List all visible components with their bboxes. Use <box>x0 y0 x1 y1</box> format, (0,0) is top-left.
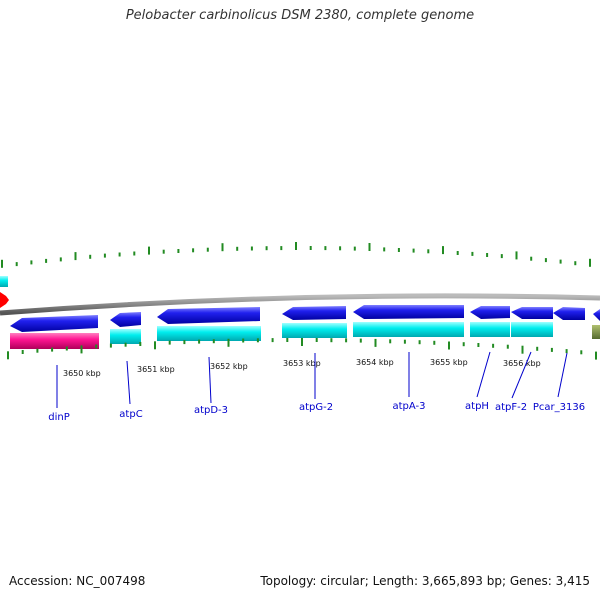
topology-value: circular <box>320 574 365 588</box>
forward-strand-genes <box>10 305 600 332</box>
gene-label-atpD-3: atpD-3 <box>194 405 228 416</box>
page-title: Pelobacter carbinolicus DSM 2380, comple… <box>125 8 475 23</box>
kbp-scale-labels: 3650 kbp 3651 kbp 3652 kbp 3653 kbp 3654… <box>63 358 541 378</box>
gene-label-leaders <box>56 351 568 408</box>
kbp-label: 3651 kbp <box>137 365 175 374</box>
gene-Pcar3136-arrow <box>553 307 585 320</box>
leader-atpC <box>126 360 131 405</box>
gene-label-atpH: atpH <box>465 401 489 412</box>
outer-tick-marks <box>1 242 591 268</box>
gene-atpG-arrow <box>282 306 346 320</box>
cds-atpH <box>470 322 510 337</box>
gene-label-Pcar_3136: Pcar_3136 <box>533 402 585 413</box>
gene-label-atpA-3: atpA-3 <box>393 401 426 412</box>
gene-atpF-arrow <box>511 307 553 319</box>
accession-value: NC_007498 <box>76 574 146 588</box>
gene-label-atpF-2: atpF-2 <box>495 402 527 413</box>
gene-label-dinP: dinP <box>48 412 70 423</box>
gene-dinP-arrow <box>10 315 98 332</box>
kbp-label: 3655 kbp <box>430 358 468 367</box>
cds-offscreen-olive <box>592 325 600 339</box>
gene-atpH-arrow <box>470 306 510 319</box>
kbp-label: 3652 kbp <box>210 362 248 371</box>
kbp-label: 3656 kbp <box>503 359 541 368</box>
genome-summary: Topology: circular; Length: 3,665,893 bp… <box>260 574 590 588</box>
genes-value: 3,415 <box>555 574 590 588</box>
gene-label-atpC: atpC <box>119 409 142 420</box>
cds-atpF <box>511 322 553 337</box>
offscreen-red-feature <box>0 292 9 308</box>
gene-atpA-arrow <box>353 305 464 319</box>
genes-label: Genes: <box>509 574 552 588</box>
leader-atpD <box>208 356 212 404</box>
cds-track <box>10 322 600 349</box>
cds-atpD <box>157 326 261 341</box>
gene-atpC-arrow <box>110 312 141 327</box>
kbp-label: 3650 kbp <box>63 369 101 378</box>
gene-labels: dinP atpC atpD-3 atpG-2 atpA-3 atpH atpF… <box>48 401 585 423</box>
gene-atpD-arrow <box>157 307 260 324</box>
kbp-label: 3654 kbp <box>356 358 394 367</box>
offscreen-cyan-feature <box>0 276 8 287</box>
cds-dinP <box>10 333 99 349</box>
inner-tick-marks <box>7 338 597 360</box>
offscreen-blue-feature <box>593 309 600 321</box>
length-label: Length: <box>372 574 419 588</box>
length-value: 3,665,893 bp <box>421 574 502 588</box>
accession-label: Accession: <box>9 574 73 588</box>
kbp-label: 3653 kbp <box>283 359 321 368</box>
cds-atpA <box>353 322 464 337</box>
accession-info: Accession: NC_007498 <box>9 574 145 588</box>
topology-label: Topology: <box>260 574 317 588</box>
genome-backbone <box>0 293 600 316</box>
gene-label-atpG-2: atpG-2 <box>299 402 333 413</box>
leader-atpF <box>511 351 532 399</box>
cds-atpG <box>282 323 347 338</box>
leader-Pcar3136 <box>557 352 568 398</box>
cds-atpC <box>110 329 141 344</box>
leader-atpH <box>476 351 491 398</box>
